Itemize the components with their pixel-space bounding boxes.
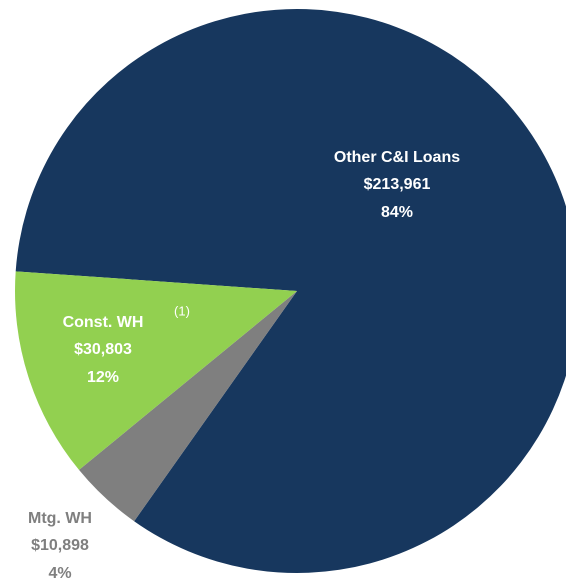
percent-label: 12%	[87, 369, 119, 386]
percent-label: 4%	[48, 565, 71, 582]
value-label: $10,898	[31, 537, 89, 554]
pie-slice	[79, 291, 297, 522]
annotation: (1)	[174, 303, 190, 318]
pie-slice	[14, 271, 297, 470]
slice-label: Const. WH	[63, 314, 144, 331]
value-label: $30,803	[74, 341, 132, 358]
value-label: $213,961	[364, 176, 431, 193]
percent-label: 84%	[381, 204, 413, 221]
slice-label: Other C&I Loans	[334, 149, 460, 166]
pie-slice	[15, 9, 566, 573]
slice-label: Mtg. WH	[28, 510, 92, 527]
